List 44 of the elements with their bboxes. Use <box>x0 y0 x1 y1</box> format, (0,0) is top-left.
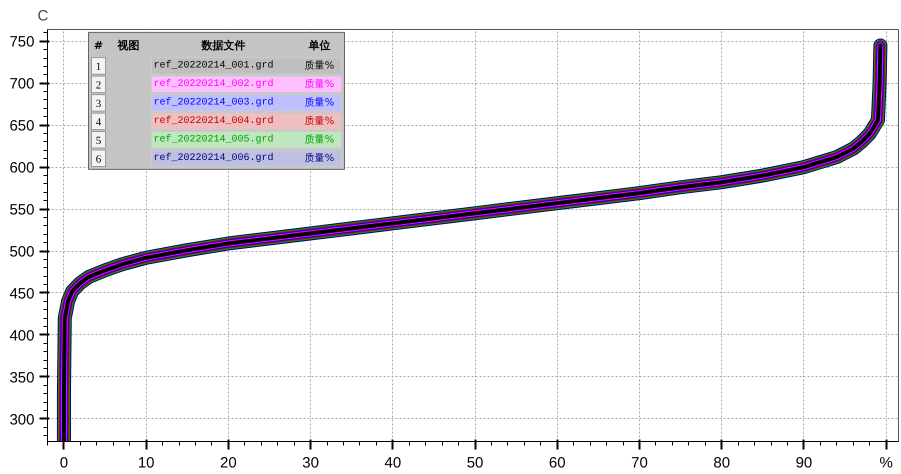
text: 质量% <box>304 78 334 90</box>
text: 质量% <box>304 152 334 164</box>
annotation: 2 <box>96 79 102 92</box>
annotation: 3 <box>96 98 102 110</box>
y-axis-title: C <box>38 8 48 24</box>
x-tick-label: 40 <box>384 454 402 472</box>
text: ref_20220214_004.grd <box>154 114 274 127</box>
y-tick-label: 650 <box>9 118 35 135</box>
annotation: 4 <box>96 116 102 128</box>
annotation: 单位 <box>308 39 330 52</box>
annotation: # <box>94 39 104 52</box>
y-tick-label: 350 <box>9 369 35 386</box>
x-tick-label: 0 <box>60 454 68 472</box>
y-tick-label: 500 <box>9 244 35 261</box>
annotation: 6 <box>96 153 102 166</box>
y-tick-label: 700 <box>9 76 35 93</box>
x-tick-label: 70 <box>631 454 648 472</box>
x-tick-label: 90 <box>796 454 812 472</box>
y-tick-label: 750 <box>9 34 35 51</box>
x-tick-label: 10 <box>138 454 155 472</box>
y-tick-label: 450 <box>9 285 35 302</box>
text: ref_20220214_005.grd <box>154 133 274 146</box>
text: 质量% <box>304 134 334 146</box>
text: ref_20220214_002.grd <box>154 78 274 90</box>
y-tick-label: 300 <box>9 411 35 428</box>
y-tick-label: 550 <box>9 202 35 219</box>
text: 质量% <box>304 97 334 108</box>
x-tick-label: 30 <box>302 454 319 472</box>
text: 质量% <box>304 116 334 127</box>
x-tick-label: 60 <box>548 454 566 472</box>
y-tick-label: 600 <box>9 160 35 177</box>
annotation: 视图 <box>116 39 140 52</box>
annotation: 5 <box>96 134 102 147</box>
annotation: 数据文件 <box>200 39 246 52</box>
text: ref_20220214_001.grd <box>154 59 274 72</box>
y-tick-label: 400 <box>9 327 35 344</box>
text: ref_20220214_003.grd <box>154 96 274 108</box>
annotation: 1 <box>96 60 102 73</box>
x-tick-label: % <box>880 454 893 472</box>
x-tick-label: 50 <box>466 454 484 472</box>
x-tick-label: 80 <box>713 454 730 472</box>
annotation: 质量% <box>304 59 334 72</box>
x-tick-label: 20 <box>220 454 237 472</box>
text: ref_20220214_006.grd <box>154 152 274 164</box>
